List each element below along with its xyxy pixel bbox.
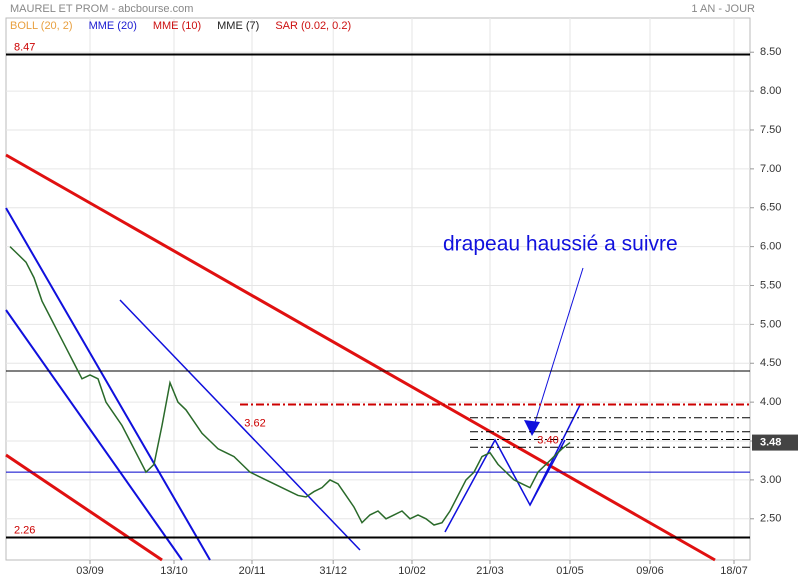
y-tick-label: 3.00 xyxy=(760,474,781,486)
annotation: drapeau haussié a suivre xyxy=(443,233,678,256)
chart-title: MAUREL ET PROM - abcbourse.com xyxy=(10,3,193,15)
y-tick-label: 5.50 xyxy=(760,279,781,291)
legend-entry: SAR (0.02, 0.2) xyxy=(275,20,351,32)
y-tick-label: 5.00 xyxy=(760,318,781,330)
price-label: 3.40 xyxy=(537,435,558,447)
x-tick-label: 21/03 xyxy=(476,565,504,577)
trend-lines xyxy=(5,153,716,562)
y-tick-label: 4.50 xyxy=(760,357,781,369)
y-tick-label: 8.50 xyxy=(760,46,781,58)
x-tick-label: 20/11 xyxy=(239,565,266,577)
y-tick-label: 7.50 xyxy=(760,124,781,136)
x-tick-label: 10/02 xyxy=(398,565,426,577)
y-tick-label: 4.00 xyxy=(760,396,781,408)
y-tick-label: 7.00 xyxy=(760,163,781,175)
legend-entry: MME (7) xyxy=(217,20,259,32)
y-tick-label: 8.00 xyxy=(760,85,781,97)
level-label: 8.47 xyxy=(14,41,35,53)
plot-frame xyxy=(5,17,751,561)
x-tick-label: 01/05 xyxy=(556,565,584,577)
price-line xyxy=(9,246,571,526)
legend-entry: BOLL (20, 2) xyxy=(10,20,73,32)
x-tick-label: 09/06 xyxy=(636,565,664,577)
x-tick-label: 18/07 xyxy=(720,565,748,577)
y-tick-label: 2.50 xyxy=(760,513,781,525)
last-price-box xyxy=(752,434,798,451)
level-label: 2.26 xyxy=(14,524,35,536)
x-tick-label: 31/12 xyxy=(319,565,347,577)
period: 1 AN - JOUR xyxy=(691,3,755,15)
x-tick-label: 03/09 xyxy=(76,565,104,577)
legend-entry: MME (10) xyxy=(153,20,201,32)
grid xyxy=(6,18,754,564)
price-label: 3.62 xyxy=(244,418,265,430)
legend-entry: MME (20) xyxy=(89,20,137,32)
x-tick-label: 13/10 xyxy=(160,565,188,577)
y-tick-label: 6.50 xyxy=(760,202,781,214)
last-price: 3.48 xyxy=(760,436,781,448)
y-tick-label: 6.00 xyxy=(760,241,781,253)
